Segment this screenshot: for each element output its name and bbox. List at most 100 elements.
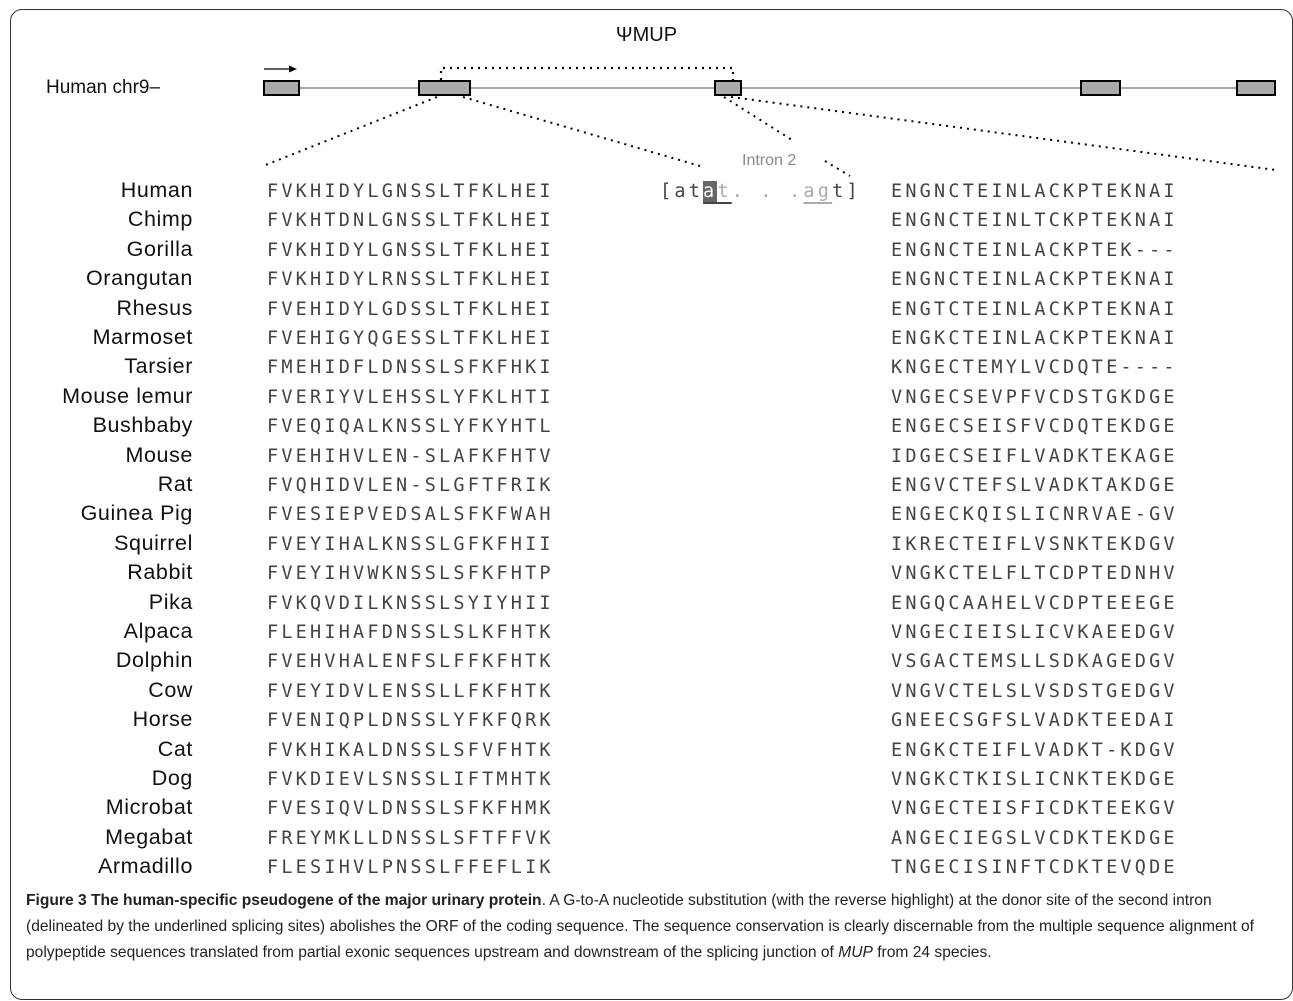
figure-caption: Figure 3 The human-specific pseudogene o… bbox=[26, 888, 1266, 966]
upstream-sequence: FVEHIDYLGDSSLTFKLHEI bbox=[267, 299, 554, 320]
downstream-sequence: VNGECSEVPFVCDSTGKDGE bbox=[891, 387, 1178, 408]
exon-2-box bbox=[418, 80, 471, 96]
downstream-sequence: ENGVCTEFSLVADKTAKDGE bbox=[891, 475, 1178, 496]
species-label: Rat bbox=[157, 472, 193, 496]
upstream-sequence: FREYMKLLDNSSLSFTFFVK bbox=[267, 828, 554, 849]
downstream-sequence: VNGECIEISLICVKAEEDGV bbox=[891, 622, 1178, 643]
caption-label: Figure 3 bbox=[26, 892, 87, 909]
gene-structure-diagram bbox=[262, 65, 1277, 177]
downstream-sequence: ANGECIEGSLVCDKTEKDGE bbox=[891, 828, 1178, 849]
substituted-nucleotide-highlight: a bbox=[703, 181, 718, 202]
species-label: Guinea Pig bbox=[80, 501, 193, 525]
caption-text-2: from 24 species. bbox=[872, 944, 992, 961]
insertion-t: t bbox=[688, 181, 704, 202]
insertion-close-bracket: ] bbox=[846, 181, 861, 202]
downstream-sequence: KNGECTEMYLVCDQTE---- bbox=[891, 357, 1178, 378]
downstream-sequence: VSGACTEMSLLSDKAGEDGV bbox=[891, 651, 1178, 672]
exon-1-box bbox=[263, 80, 300, 96]
zoom-left-edge-dotted-line bbox=[262, 96, 438, 167]
downstream-sequence: IKRECTEIFLVSNKTEKDGV bbox=[891, 534, 1178, 555]
downstream-sequence: ENGECKQISLICNRVAE-GV bbox=[891, 504, 1178, 525]
downstream-sequence: ENGTCTEINLACKPTEKNAI bbox=[891, 299, 1178, 320]
upstream-sequence: FLESIHVLPNSSLFFEFLIK bbox=[267, 857, 554, 878]
upstream-sequence: FVEHVHALENFSLFFKFHTK bbox=[267, 651, 554, 672]
upstream-sequence: FVEHIGYQGESSLTFKLHEI bbox=[267, 328, 554, 349]
upstream-sequence: FMEHIDFLDNSSLSFKFHKI bbox=[267, 357, 554, 378]
upstream-sequence: FLEHIHAFDNSSLSLKFHTK bbox=[267, 622, 554, 643]
caption-gene-italic: MUP bbox=[838, 944, 873, 961]
transcription-direction-arrow-icon bbox=[264, 65, 297, 73]
species-label: Mouse lemur bbox=[62, 384, 193, 408]
zoom-right-edge-dotted-line bbox=[730, 96, 1277, 171]
chromosome-label: Human chr9– bbox=[46, 77, 161, 98]
upstream-sequence: FVKDIEVLSNSSLIFTMHTK bbox=[267, 769, 554, 790]
downstream-sequence: GNEECSGFSLVADKTEEDAI bbox=[891, 710, 1178, 731]
upstream-sequence: FVEYIHALKNSSLGFKFHII bbox=[267, 534, 554, 555]
acceptor-site-g: g bbox=[817, 181, 833, 202]
species-label: Cow bbox=[148, 678, 193, 702]
species-label: Mouse bbox=[125, 443, 193, 467]
donor-site-t: t bbox=[717, 181, 732, 202]
gene-title: ΨMUP bbox=[615, 24, 678, 46]
downstream-sequence: TNGECISINFTCDKTEVQDE bbox=[891, 857, 1178, 878]
splice-junction-dotted-connector bbox=[439, 66, 735, 80]
downstream-sequence: VNGKCTKISLICNKTEKDGE bbox=[891, 769, 1178, 790]
downstream-sequence: VNGECTEISFICDKTEEKGV bbox=[891, 798, 1178, 819]
species-label: Squirrel bbox=[114, 531, 193, 555]
upstream-sequence: FVQHIDVLEN-SLGFTFRIK bbox=[267, 475, 554, 496]
species-label: Marmoset bbox=[92, 325, 193, 349]
upstream-sequence: FVEYIDVLENSSLLFKFHTK bbox=[267, 681, 554, 702]
downstream-sequence: ENGQCAAHELVCDPTEEEGE bbox=[891, 593, 1178, 614]
upstream-sequence: FVEQIQALKNSSLYFKYHTL bbox=[267, 416, 554, 437]
downstream-sequence: ENGNCTEINLACKPTEKNAI bbox=[891, 181, 1178, 202]
species-label: Megabat bbox=[105, 825, 193, 849]
exon-5-box bbox=[1236, 80, 1276, 96]
species-label: Rhesus bbox=[116, 296, 193, 320]
species-label: Pika bbox=[148, 590, 193, 614]
species-label: Gorilla bbox=[126, 237, 193, 261]
species-label: Armadillo bbox=[97, 854, 193, 878]
zoom-exon3-start-dotted-line-2 bbox=[824, 160, 851, 177]
upstream-sequence: FVKHIDYLRNSSLTFKLHEI bbox=[267, 269, 554, 290]
species-label: Dog bbox=[151, 766, 193, 790]
downstream-sequence: ENGNCTEINLTCKPTEKNAI bbox=[891, 210, 1178, 231]
downstream-sequence: ENGNCTEINLACKPTEK--- bbox=[891, 240, 1178, 261]
upstream-sequence: FVKHIDYLGNSSLTFKLHEI bbox=[267, 240, 554, 261]
species-label: Horse bbox=[132, 707, 193, 731]
zoom-exon2-end-dotted-line bbox=[462, 96, 701, 167]
species-label: Human bbox=[120, 178, 193, 202]
upstream-sequence: FVKHTDNLGNSSLTFKLHEI bbox=[267, 210, 554, 231]
species-label: Microbat bbox=[105, 795, 193, 819]
upstream-sequence: FVKHIKALDNSSLSFVFHTK bbox=[267, 740, 554, 761]
exon-4-box bbox=[1080, 80, 1121, 96]
downstream-sequence: VNGKCTELFLTCDPTEDNHV bbox=[891, 563, 1178, 584]
upstream-sequence: FVEHIHVLEN-SLAFKFHTV bbox=[267, 446, 554, 467]
species-label: Rabbit bbox=[127, 560, 193, 584]
species-label: Orangutan bbox=[85, 266, 193, 290]
species-label: Tarsier bbox=[124, 354, 193, 378]
downstream-sequence: IDGECSEIFLVADKTEKAGE bbox=[891, 446, 1178, 467]
species-label: Bushbaby bbox=[92, 413, 193, 437]
insertion-a: a bbox=[674, 181, 689, 202]
donor-splice-site: at bbox=[703, 181, 732, 202]
intron-label: Intron 2 bbox=[742, 152, 797, 169]
insertion-t-end: t bbox=[832, 181, 847, 202]
acceptor-site-a: a bbox=[803, 181, 818, 202]
downstream-sequence: ENGNCTEINLACKPTEKNAI bbox=[891, 269, 1178, 290]
human-intron-insertion: [atat. . .agt] bbox=[660, 181, 861, 202]
downstream-sequence: VNGVCTELSLVSDSTGEDGV bbox=[891, 681, 1178, 702]
caption-title: The human-specific pseudogene of the maj… bbox=[91, 892, 542, 909]
upstream-sequence: FVESIQVLDNSSLSFKFHMK bbox=[267, 798, 554, 819]
exon-3-box bbox=[714, 80, 742, 96]
upstream-sequence: FVERIYVLEHSSLYFKLHTI bbox=[267, 387, 554, 408]
downstream-sequence: ENGECSEISFVCDQTEKDGE bbox=[891, 416, 1178, 437]
upstream-sequence: FVEYIHVWKNSSLSFKFHTP bbox=[267, 563, 554, 584]
species-label: Dolphin bbox=[115, 648, 193, 672]
insertion-open-bracket: [ bbox=[660, 181, 675, 202]
species-label: Chimp bbox=[127, 207, 193, 231]
upstream-sequence: FVESIEPVEDSALSFKFWAH bbox=[267, 504, 554, 525]
downstream-sequence: ENGKCTEIFLVADKT-KDGV bbox=[891, 740, 1178, 761]
upstream-sequence: FVKQVDILKNSSLSYIYHII bbox=[267, 593, 554, 614]
species-label: Cat bbox=[157, 737, 193, 761]
downstream-sequence: ENGKCTEINLACKPTEKNAI bbox=[891, 328, 1178, 349]
